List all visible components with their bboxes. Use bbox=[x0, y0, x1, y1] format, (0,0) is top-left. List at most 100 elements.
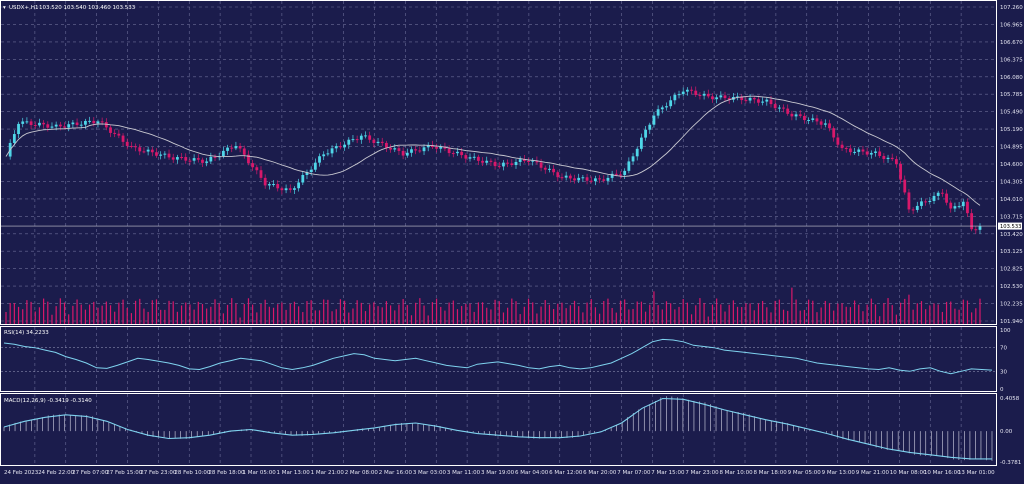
volume-bar bbox=[59, 298, 61, 324]
candle-body bbox=[786, 108, 790, 114]
price-tick-label: 105.785 bbox=[1000, 92, 1023, 98]
volume-bar bbox=[151, 300, 153, 324]
candle-body bbox=[723, 95, 727, 99]
candle-body bbox=[259, 170, 263, 178]
time-tick-label: 9 Mar 21:00 bbox=[856, 470, 890, 476]
volume-bar bbox=[114, 311, 116, 324]
volume-bar bbox=[908, 294, 910, 324]
candle-body bbox=[464, 155, 468, 159]
rsi-tick-label: 100 bbox=[1000, 328, 1011, 334]
volume-bar bbox=[711, 304, 714, 324]
candle-body bbox=[940, 192, 944, 194]
candle-body bbox=[435, 147, 438, 149]
candle-body bbox=[865, 151, 869, 155]
candle-body bbox=[619, 174, 622, 176]
volume-bar bbox=[197, 301, 199, 324]
volume-bar bbox=[498, 301, 500, 324]
candle-body bbox=[974, 229, 978, 231]
candle-body bbox=[414, 149, 418, 151]
volume-bar bbox=[958, 309, 960, 324]
rsi-panel[interactable] bbox=[0, 326, 997, 392]
volume-bar bbox=[185, 302, 187, 324]
volume-bar bbox=[732, 300, 734, 324]
volume-bar bbox=[410, 315, 413, 324]
candle-body bbox=[740, 96, 744, 101]
candle-body bbox=[481, 160, 484, 163]
candle-body bbox=[150, 149, 154, 153]
time-tick-label: 28 Feb 10:00 bbox=[174, 470, 211, 476]
candle-body bbox=[205, 161, 209, 163]
volume-bar bbox=[176, 311, 178, 324]
volume-bar bbox=[444, 310, 446, 324]
volume-bar bbox=[201, 304, 204, 324]
volume-bar bbox=[770, 312, 772, 324]
candlesticks bbox=[8, 86, 982, 234]
volume-bar bbox=[812, 300, 814, 324]
volume-bar bbox=[5, 312, 7, 324]
candle-body bbox=[548, 168, 551, 170]
rsi-tick-label: 70 bbox=[1000, 346, 1007, 352]
candle-body bbox=[29, 121, 33, 126]
volume-bar bbox=[582, 312, 584, 324]
volume-bar bbox=[490, 309, 492, 324]
volume-bar bbox=[473, 311, 475, 324]
volume-bar bbox=[143, 308, 145, 324]
volume-bar bbox=[465, 303, 467, 324]
candle-body bbox=[644, 129, 647, 138]
candle-body bbox=[293, 188, 296, 190]
candle-body bbox=[38, 122, 41, 126]
time-tick-label: 13 Mar 01:00 bbox=[958, 470, 995, 476]
candle-body bbox=[903, 179, 907, 193]
volume-bar bbox=[598, 313, 601, 324]
volume-bar bbox=[256, 312, 258, 324]
candle-body bbox=[50, 126, 54, 128]
volume-bar bbox=[795, 299, 797, 324]
volume-bar bbox=[235, 303, 237, 324]
candle-body bbox=[288, 188, 292, 190]
price-tick-label: 104.600 bbox=[1000, 162, 1023, 168]
volume-bar bbox=[527, 298, 530, 324]
candle-body bbox=[836, 137, 840, 145]
candle-body bbox=[949, 202, 953, 209]
volume-bar bbox=[678, 306, 680, 324]
volume-bar bbox=[281, 302, 283, 324]
time-tick-label: 8 Mar 10:00 bbox=[719, 470, 753, 476]
time-tick-label: 3 Mar 03:00 bbox=[413, 470, 447, 476]
candle-body bbox=[527, 161, 530, 163]
volume-bar bbox=[68, 314, 70, 324]
candle-body bbox=[761, 101, 765, 103]
volume-bar bbox=[218, 303, 220, 324]
candle-body bbox=[882, 155, 886, 160]
volume-bar bbox=[912, 309, 914, 324]
price-tick-label: 104.010 bbox=[1000, 197, 1023, 203]
candle-body bbox=[42, 122, 46, 125]
candle-body bbox=[276, 184, 280, 189]
grid-lines bbox=[1, 1, 996, 465]
rsi-tick-label: 30 bbox=[1000, 369, 1007, 375]
candle-body bbox=[564, 175, 568, 178]
volume-bar bbox=[569, 305, 571, 324]
volume-bar bbox=[870, 298, 872, 324]
volume-bar bbox=[243, 303, 245, 324]
volume-bar bbox=[101, 305, 103, 324]
volume-bar bbox=[377, 306, 379, 324]
candle-body bbox=[21, 121, 25, 124]
volume-bar bbox=[615, 312, 617, 324]
time-tick-label: 27 Feb 07:00 bbox=[72, 470, 109, 476]
candle-body bbox=[339, 146, 342, 148]
macd-panel[interactable] bbox=[0, 393, 997, 466]
candle-body bbox=[685, 89, 689, 92]
candle-body bbox=[17, 123, 20, 135]
price-panel[interactable] bbox=[0, 0, 997, 325]
volume-bar bbox=[557, 303, 559, 324]
volume-bar bbox=[394, 310, 396, 324]
volume-bar bbox=[452, 300, 454, 324]
volume-bar bbox=[180, 305, 183, 324]
volume-bar bbox=[327, 299, 329, 324]
time-tick-label: 6 Mar 04:00 bbox=[515, 470, 549, 476]
candle-body bbox=[79, 124, 83, 126]
volume-bar bbox=[298, 306, 300, 324]
candle-body bbox=[372, 139, 376, 143]
